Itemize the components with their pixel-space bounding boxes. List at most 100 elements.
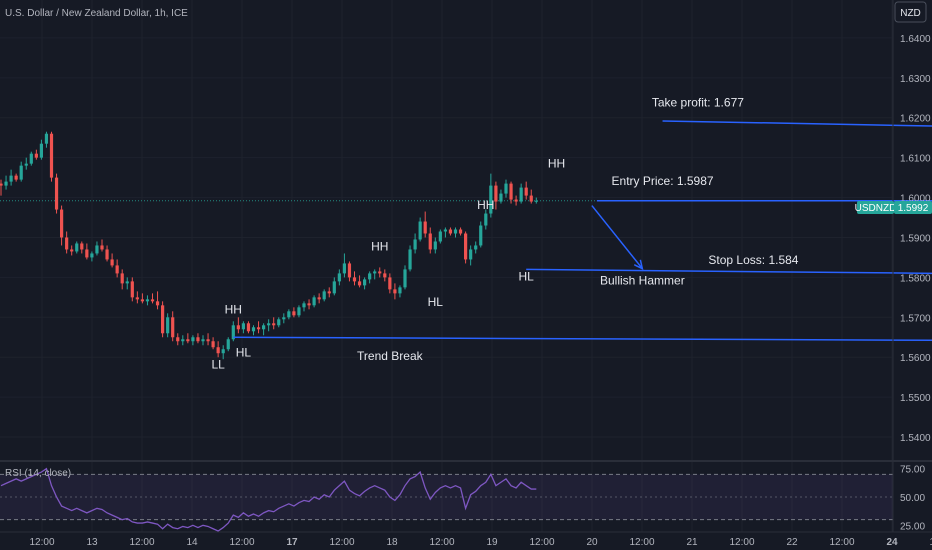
candle-body[interactable] — [171, 317, 175, 338]
candle[interactable] — [176, 333, 180, 346]
candle-body[interactable] — [39, 143, 43, 158]
candle-body[interactable] — [70, 249, 74, 252]
candle[interactable] — [120, 269, 124, 290]
currency-button[interactable]: NZD — [894, 1, 927, 23]
candle[interactable] — [216, 341, 220, 358]
candle[interactable] — [327, 287, 331, 298]
candle[interactable] — [115, 259, 119, 278]
candle[interactable] — [161, 301, 165, 338]
candle[interactable] — [393, 283, 397, 300]
candle-body[interactable] — [90, 253, 94, 258]
candle[interactable] — [489, 173, 493, 218]
candle[interactable] — [191, 335, 195, 346]
candle-body[interactable] — [95, 245, 99, 254]
candle-body[interactable] — [428, 233, 432, 250]
candle[interactable] — [226, 337, 230, 352]
candle[interactable] — [201, 335, 205, 346]
candle-body[interactable] — [216, 347, 220, 354]
candle[interactable] — [342, 253, 346, 278]
candle-body[interactable] — [14, 175, 18, 180]
candle[interactable] — [19, 161, 23, 182]
candle[interactable] — [251, 325, 256, 336]
candle[interactable] — [302, 301, 306, 312]
candle[interactable] — [140, 293, 144, 304]
candle[interactable] — [469, 245, 473, 266]
candle[interactable] — [418, 217, 422, 242]
candle[interactable] — [484, 209, 488, 230]
candle[interactable] — [39, 139, 43, 160]
candle[interactable] — [241, 321, 245, 334]
candle-body[interactable] — [504, 183, 508, 194]
candle[interactable] — [80, 241, 84, 254]
candle[interactable] — [44, 131, 49, 148]
candle-body[interactable] — [196, 337, 200, 342]
candle[interactable] — [105, 245, 109, 262]
candle-body[interactable] — [241, 323, 245, 330]
candle-body[interactable] — [312, 297, 316, 306]
candle-body[interactable] — [206, 339, 210, 342]
candle-body[interactable] — [514, 199, 518, 202]
candle-body[interactable] — [423, 221, 427, 234]
rsi-line[interactable] — [0, 467, 537, 532]
candle-body[interactable] — [368, 273, 372, 280]
candle[interactable] — [262, 323, 266, 336]
candle-body[interactable] — [292, 311, 296, 316]
candle[interactable] — [347, 261, 352, 282]
candle[interactable] — [155, 291, 160, 310]
candle-body[interactable] — [120, 273, 124, 284]
candle-body[interactable] — [29, 153, 33, 164]
candle[interactable] — [90, 251, 94, 262]
candle-body[interactable] — [75, 243, 79, 252]
candle-body[interactable] — [373, 271, 377, 274]
candle[interactable] — [0, 179, 3, 196]
candle-body[interactable] — [418, 221, 422, 240]
candle-body[interactable] — [211, 341, 215, 348]
candle-body[interactable] — [201, 339, 205, 342]
candle[interactable] — [474, 241, 478, 254]
candle-body[interactable] — [0, 183, 3, 186]
candle[interactable] — [60, 205, 64, 246]
candle[interactable] — [171, 311, 175, 342]
candle[interactable] — [373, 269, 377, 280]
candle[interactable] — [363, 277, 367, 290]
candle-body[interactable] — [398, 287, 402, 294]
candle[interactable] — [49, 131, 54, 182]
candle-body[interactable] — [388, 277, 392, 290]
candle[interactable] — [448, 227, 453, 236]
candle-body[interactable] — [302, 303, 306, 308]
candle[interactable] — [186, 333, 190, 344]
candle[interactable] — [65, 231, 69, 254]
stop-loss-line[interactable] — [526, 268, 932, 275]
candle[interactable] — [211, 337, 215, 350]
candle-body[interactable] — [135, 297, 139, 300]
candle-body[interactable] — [4, 181, 8, 186]
candle-body[interactable] — [494, 185, 498, 202]
candle-body[interactable] — [453, 229, 458, 234]
candle[interactable] — [378, 267, 382, 278]
candle[interactable] — [423, 211, 427, 238]
candle-body[interactable] — [378, 271, 382, 274]
candle[interactable] — [95, 241, 99, 256]
candle-body[interactable] — [246, 323, 251, 332]
candle-body[interactable] — [44, 133, 49, 144]
candle[interactable] — [494, 181, 498, 210]
currency-button-label[interactable]: NZD — [900, 8, 921, 19]
candle[interactable] — [34, 149, 38, 160]
candle[interactable] — [9, 169, 13, 186]
candle[interactable] — [368, 271, 372, 284]
candle[interactable] — [256, 321, 261, 334]
candle[interactable] — [514, 195, 518, 206]
candle-body[interactable] — [352, 277, 357, 282]
candle-body[interactable] — [49, 133, 54, 178]
candle[interactable] — [438, 229, 442, 244]
candle[interactable] — [75, 241, 79, 254]
candle[interactable] — [206, 333, 210, 346]
candle-body[interactable] — [125, 281, 129, 284]
candle-body[interactable] — [448, 229, 453, 234]
symbol-title[interactable]: U.S. Dollar / New Zealand Dollar, 1h, IC… — [5, 8, 188, 19]
candle-body[interactable] — [161, 305, 165, 334]
candle-body[interactable] — [529, 195, 533, 202]
candle-body[interactable] — [65, 237, 69, 250]
candle[interactable] — [287, 309, 291, 320]
candle-body[interactable] — [489, 185, 493, 214]
